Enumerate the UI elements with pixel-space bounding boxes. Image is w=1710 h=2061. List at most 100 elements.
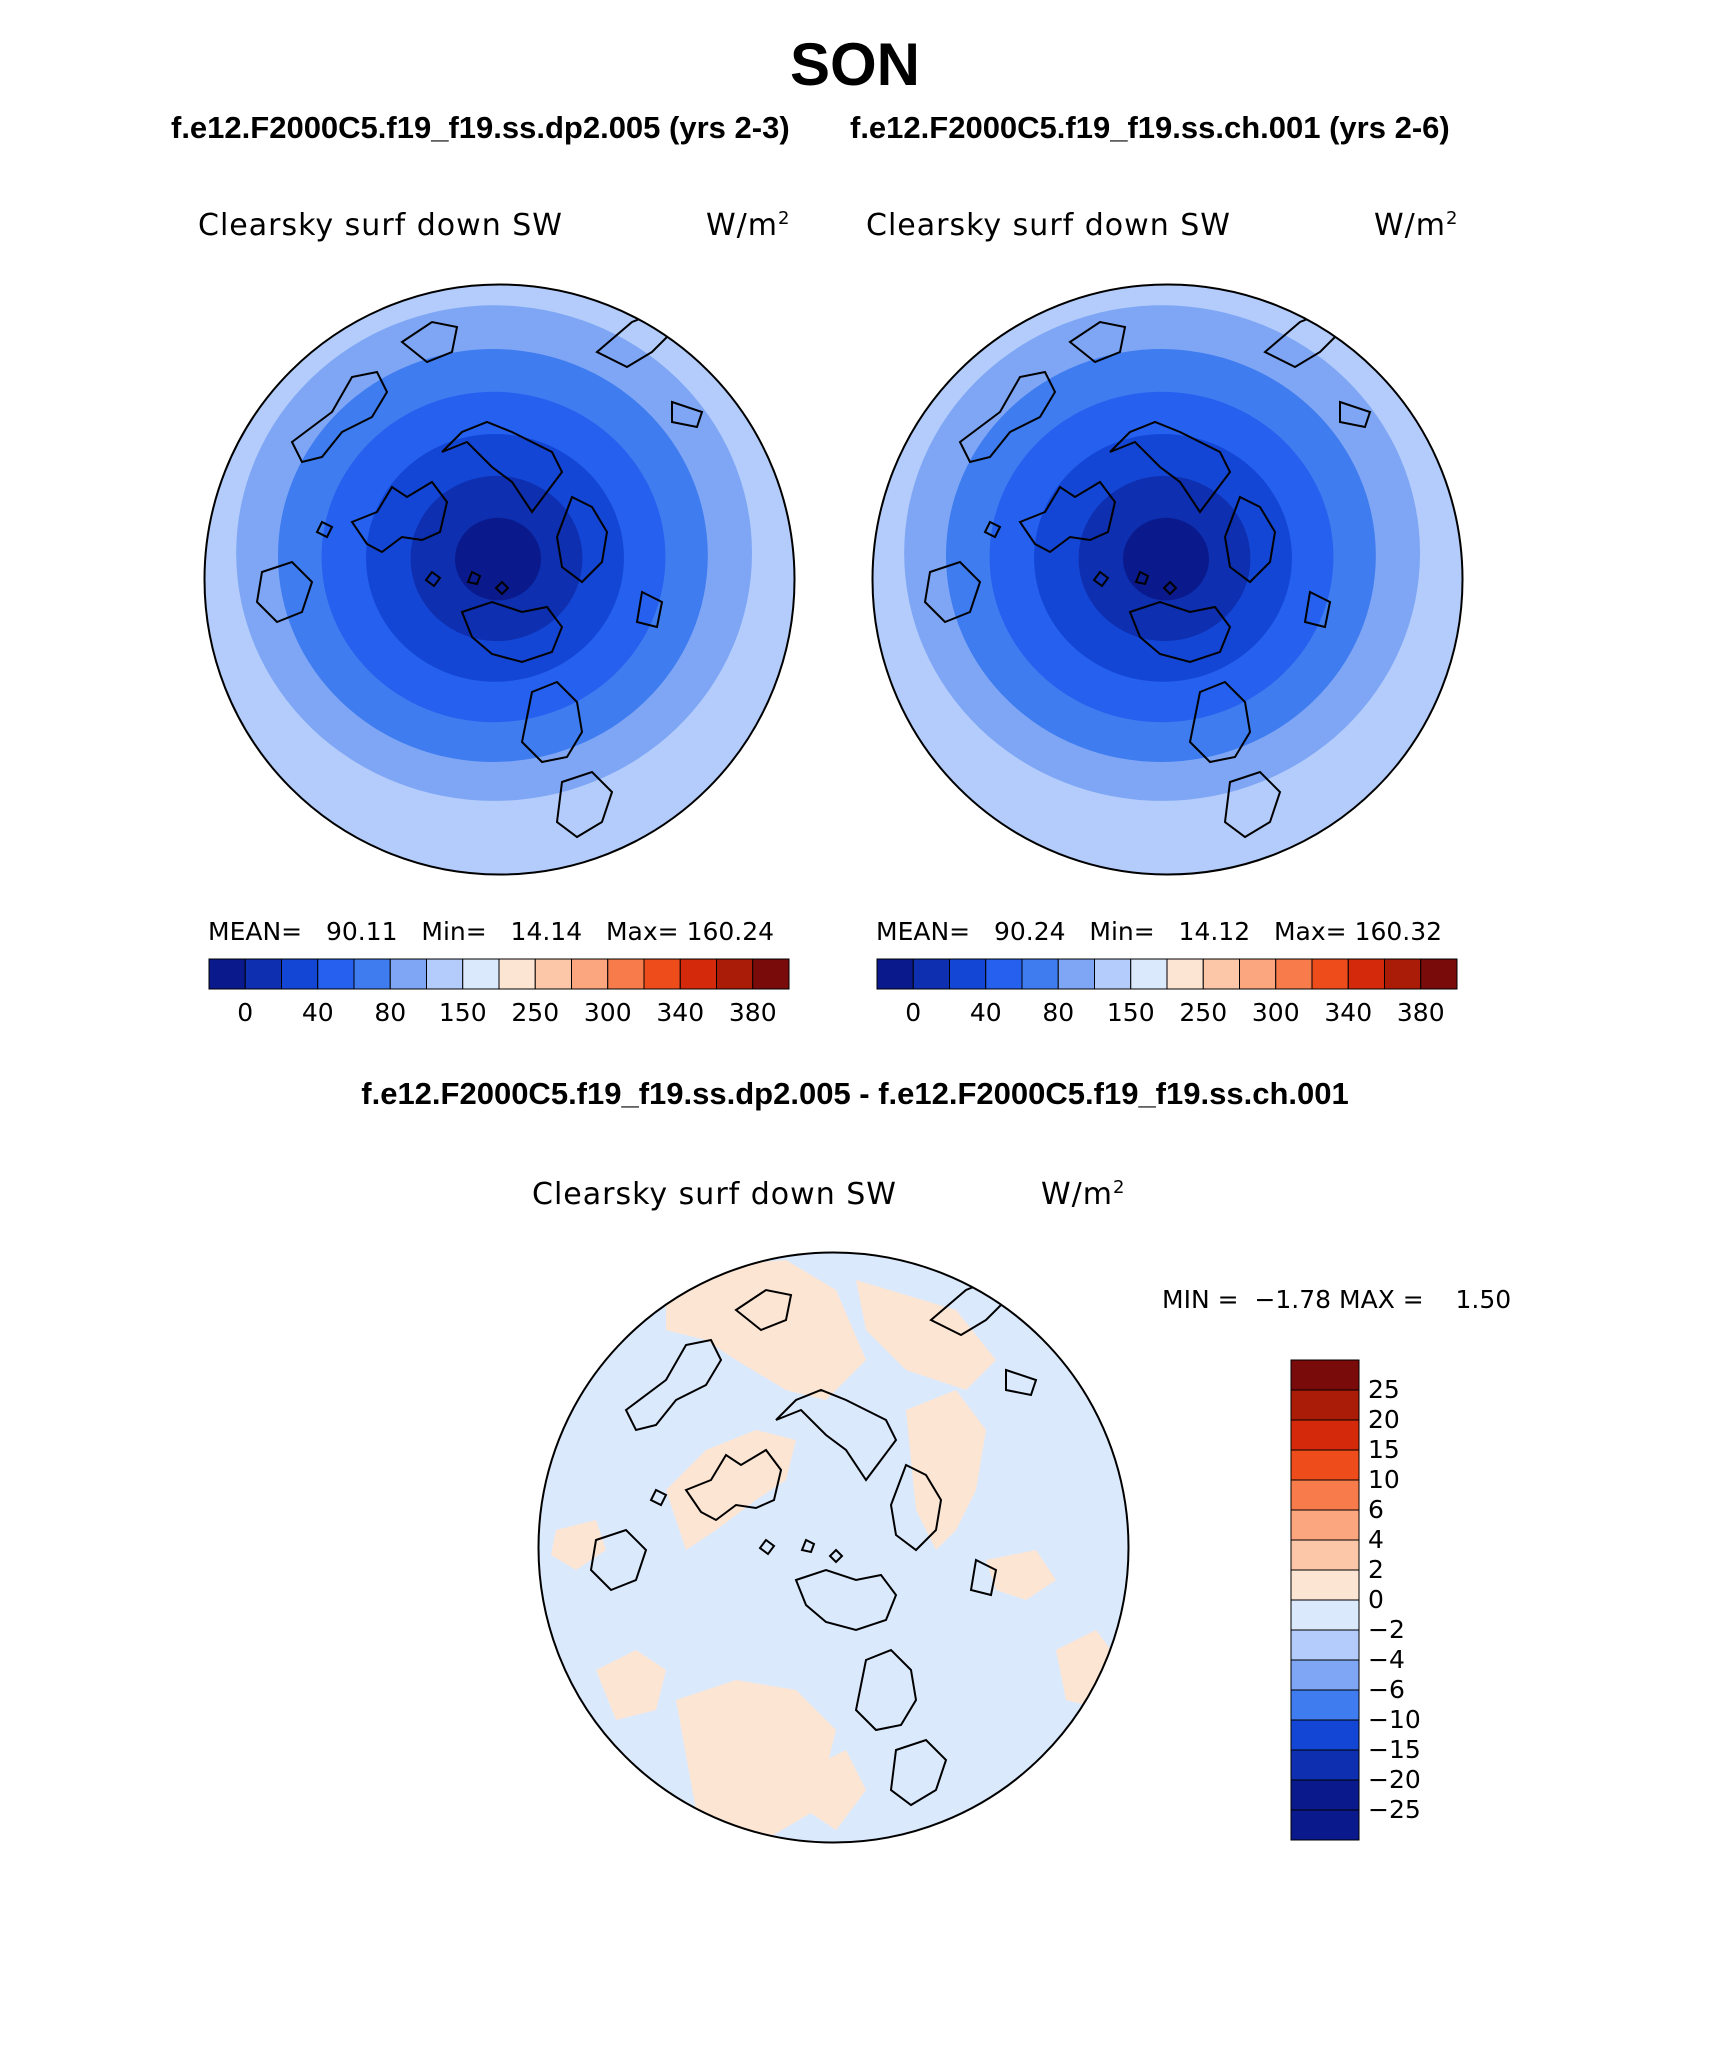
coastline-15 [983, 520, 1002, 539]
coastline-10 [255, 560, 314, 624]
colorbar-swatch-8 [498, 958, 536, 990]
colorbar-swatch-5 [1057, 958, 1095, 990]
colorbar-swatch-8 [1166, 958, 1204, 990]
main-title: SON [789, 31, 921, 98]
colorbar-tick-label: 150 [438, 998, 487, 1027]
positive-region-2 [906, 1390, 986, 1550]
colorbar-swatch-3 [985, 958, 1023, 990]
colorbar-swatch-11 [607, 958, 645, 990]
difference-stats: MIN = −1.78 MAX = 1.50 [1162, 1285, 1512, 1314]
colorbar-tick-label: 40 [301, 998, 334, 1027]
positive-region-5 [806, 1750, 866, 1830]
difference-title: f.e12.F2000C5.f19_f19.ss.dp2.005 - f.e12… [361, 1076, 1349, 1111]
colorbar-tick-label: −15 [1368, 1735, 1421, 1764]
colorbar-tick-label: −10 [1368, 1705, 1421, 1734]
colorbar-swatch-4 [353, 958, 391, 990]
colorbar-tick-label: 2 [1368, 1555, 1384, 1584]
panel2-stats: MEAN= 90.24 Min= 14.12 Max= 160.32 [876, 917, 1443, 946]
colorbar-tick-label: 4 [1368, 1525, 1384, 1554]
coastline-6 [555, 770, 614, 839]
diff-variable-label: Clearsky surf down SW [532, 1177, 897, 1212]
coastline-11 [1068, 320, 1127, 364]
panel1-units-label: W/m2 [706, 208, 791, 243]
coastline-11 [734, 1288, 793, 1332]
colorbar-tick-label: 80 [1042, 998, 1075, 1027]
coastline-3 [889, 1463, 943, 1552]
colorbar-tick-label: 300 [1251, 998, 1300, 1027]
panel2-units-label: W/m2 [1374, 208, 1459, 243]
positive-region-0 [666, 1260, 866, 1400]
coastline-14 [828, 1548, 844, 1564]
coastline-0 [684, 1448, 783, 1522]
colorbar-swatch-7 [1130, 958, 1168, 990]
colorbar-swatch-13 [1347, 958, 1385, 990]
colorbar-swatch-7 [462, 958, 500, 990]
polar-map-case1 [203, 283, 796, 876]
colorbar-swatch-4 [1290, 1479, 1360, 1511]
coastline-7 [635, 590, 664, 629]
diff-units-label: W/m2 [1041, 1177, 1126, 1212]
colorbar-difference [1290, 1359, 1360, 1841]
colorbar-swatch-1 [244, 958, 282, 990]
colorbar-tick-label: 80 [374, 998, 407, 1027]
coastline-7 [1303, 590, 1332, 629]
coastline-5 [854, 1648, 918, 1732]
colorbar-case2 [876, 958, 1458, 990]
coastline-5 [1188, 680, 1252, 764]
case1-title: f.e12.F2000C5.f19_f19.ss.dp2.005 (yrs 2-… [171, 110, 790, 145]
colorbar-swatch-11 [1275, 958, 1313, 990]
coastline-14 [494, 580, 510, 596]
map-border [537, 1251, 1130, 1844]
contour-band-6 [455, 517, 541, 601]
colorbar-swatch-9 [1202, 958, 1240, 990]
coastline-1 [958, 370, 1057, 464]
polar-map-difference [537, 1251, 1130, 1844]
colorbar-swatch-14 [1290, 1779, 1360, 1811]
colorbar-swatch-9 [534, 958, 572, 990]
positive-region-9 [596, 1650, 666, 1720]
colorbar-swatch-11 [1290, 1689, 1360, 1721]
coastline-7 [969, 1558, 998, 1597]
coastline-13 [800, 1538, 816, 1554]
colorbar-tick-label: −6 [1368, 1675, 1405, 1704]
positive-region-4 [676, 1680, 836, 1843]
coastline-15 [649, 1488, 668, 1507]
colorbar-swatch-7 [1290, 1569, 1360, 1601]
positive-region-7 [986, 1550, 1056, 1600]
colorbar-swatch-2 [949, 958, 987, 990]
colorbar-swatch-0 [208, 958, 246, 990]
colorbar-swatch-14 [1384, 958, 1422, 990]
colorbar-swatch-12 [1290, 1719, 1360, 1751]
colorbar-tick-label: −4 [1368, 1645, 1405, 1674]
coastline-14 [1162, 580, 1178, 596]
coastline-13 [466, 570, 482, 586]
colorbar-swatch-1 [912, 958, 950, 990]
colorbar-swatch-0 [1290, 1359, 1360, 1391]
colorbar-swatch-9 [1290, 1629, 1360, 1661]
colorbar-swatch-2 [281, 958, 319, 990]
colorbar-swatch-3 [1290, 1449, 1360, 1481]
colorbar-tick-label: 380 [1396, 998, 1445, 1027]
polar-map-case2 [871, 283, 1464, 876]
colorbar-swatch-10 [571, 958, 609, 990]
colorbar-swatch-5 [1290, 1509, 1360, 1541]
colorbar-tick-label: 0 [905, 998, 922, 1027]
contour-band-6 [1123, 517, 1209, 601]
colorbar-swatch-6 [1290, 1539, 1360, 1571]
colorbar-swatch-13 [679, 958, 717, 990]
coastline-4 [794, 1568, 898, 1632]
coastline-2 [775, 1388, 898, 1482]
colorbar-swatch-10 [1290, 1659, 1360, 1691]
coastline-4 [1128, 600, 1232, 664]
colorbar-tick-label: 10 [1368, 1465, 1400, 1494]
colorbar-swatch-12 [1311, 958, 1349, 990]
coastline-2 [441, 420, 564, 514]
colorbar-swatch-15 [1420, 958, 1458, 990]
colorbar-swatch-13 [1290, 1749, 1360, 1781]
coastline-9 [1339, 400, 1372, 429]
coastline-9 [671, 400, 704, 429]
colorbar-tick-label: 0 [1368, 1585, 1384, 1614]
coastline-10 [589, 1528, 648, 1592]
colorbar-tick-label: 20 [1368, 1405, 1400, 1434]
colorbar-tick-label: 250 [1179, 998, 1228, 1027]
